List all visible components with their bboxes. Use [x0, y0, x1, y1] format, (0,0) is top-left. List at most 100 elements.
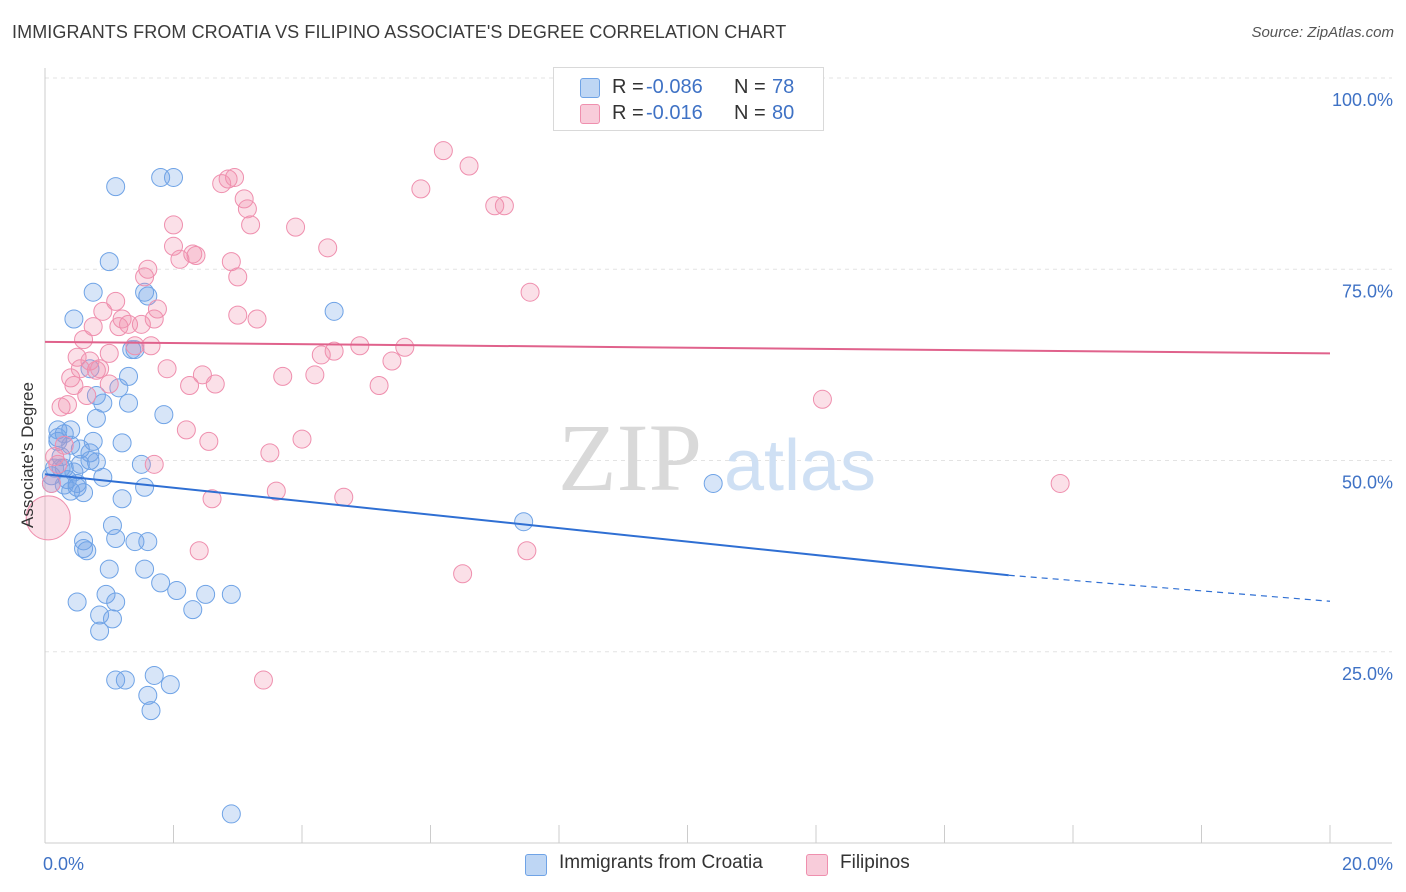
point-filipinos: [517, 541, 537, 561]
point-croatia: [93, 393, 113, 413]
point-filipinos: [494, 196, 514, 216]
point-filipinos: [485, 196, 505, 216]
point-filipinos: [334, 487, 354, 507]
point-filipinos: [186, 245, 206, 265]
watermark-atlas: atlas: [724, 426, 876, 506]
point-croatia: [83, 431, 103, 451]
point-filipinos: [170, 249, 190, 269]
chart-title: IMMIGRANTS FROM CROATIA VS FILIPINO ASSO…: [12, 22, 787, 42]
point-filipinos: [164, 215, 183, 235]
point-filipinos: [189, 541, 209, 561]
point-filipinos: [112, 309, 132, 329]
point-croatia: [83, 282, 103, 302]
point-croatia: [112, 433, 132, 453]
point-croatia: [154, 405, 174, 425]
point-croatia: [99, 559, 119, 579]
legend-swatch-croatia: [525, 854, 547, 876]
n-value: 78: [772, 76, 795, 98]
point-croatia: [67, 477, 87, 497]
point-filipinos: [292, 429, 312, 449]
axes: [44, 68, 1392, 844]
point-filipinos: [125, 336, 145, 356]
y-tick-label: 50.0%: [1342, 473, 1393, 493]
point-filipinos: [99, 374, 119, 394]
trend-line-filipinos: [44, 340, 1331, 355]
point-croatia: [138, 685, 158, 705]
points-layer: [25, 141, 1070, 824]
point-croatia: [80, 451, 100, 470]
point-filipinos: [205, 374, 225, 394]
y-tick-label: 25.0%: [1342, 664, 1393, 684]
point-croatia: [67, 592, 87, 612]
point-filipinos: [176, 420, 196, 440]
point-filipinos: [260, 443, 280, 463]
point-croatia: [112, 489, 132, 509]
point-filipinos: [228, 267, 248, 287]
point-filipinos: [99, 343, 119, 363]
r-value: -0.016: [646, 102, 703, 124]
point-croatia: [221, 584, 241, 604]
point-filipinos: [286, 217, 306, 237]
point-filipinos: [1050, 473, 1070, 493]
tick-labels: 25.0% 50.0% 75.0% 100.0% 0.0% 20.0%: [43, 90, 1393, 874]
y-tick-label: 75.0%: [1342, 281, 1393, 301]
point-filipinos: [199, 431, 219, 451]
point-croatia: [102, 609, 122, 629]
legend-row-filipinos: R = -0.016 N = 80: [554, 100, 823, 126]
point-croatia: [135, 282, 155, 302]
point-filipinos: [83, 317, 103, 337]
point-croatia: [138, 286, 158, 306]
point-filipinos: [90, 359, 110, 379]
point-filipinos: [41, 473, 61, 493]
point-croatia: [135, 559, 155, 579]
legend-swatch-filipinos: [580, 104, 600, 124]
x-tick-label: 20.0%: [1342, 854, 1393, 874]
point-croatia: [324, 301, 344, 321]
point-croatia: [80, 443, 100, 463]
point-croatia: [703, 473, 723, 493]
point-filipinos: [183, 244, 203, 264]
point-filipinos: [48, 454, 68, 474]
point-filipinos: [131, 314, 151, 334]
point-filipinos: [253, 670, 273, 690]
point-croatia: [151, 167, 171, 187]
point-croatia: [119, 366, 139, 386]
point-filipinos: [80, 351, 100, 371]
point-croatia: [77, 541, 97, 561]
point-croatia: [141, 701, 161, 721]
legend-row-croatia: R = -0.086 N = 78: [554, 74, 823, 100]
n-value: 80: [772, 102, 795, 124]
point-filipinos: [228, 305, 248, 325]
point-filipinos: [86, 360, 106, 380]
point-croatia: [138, 532, 158, 552]
point-filipinos: [311, 345, 331, 365]
point-filipinos: [395, 337, 415, 357]
point-filipinos: [25, 495, 71, 541]
point-filipinos: [812, 389, 832, 409]
trend-line-croatia-extension: [1008, 574, 1331, 602]
point-filipinos: [382, 351, 402, 371]
legend-swatch-filipinos: [806, 854, 828, 876]
point-filipinos: [147, 299, 167, 319]
point-croatia: [64, 309, 84, 329]
point-croatia: [45, 458, 65, 478]
point-filipinos: [106, 291, 126, 311]
legend-label-croatia: Immigrants from Croatia: [559, 852, 763, 873]
point-croatia: [196, 584, 216, 604]
n-label: N =: [734, 102, 766, 124]
point-croatia: [90, 605, 110, 625]
point-filipinos: [459, 156, 479, 176]
point-filipinos: [157, 359, 177, 379]
point-filipinos: [247, 309, 267, 329]
y-axis-label: Associate's Degree: [18, 382, 37, 528]
point-filipinos: [411, 179, 431, 199]
legend-swatch-croatia: [580, 78, 600, 98]
point-croatia: [93, 467, 113, 487]
point-croatia: [119, 393, 139, 413]
point-croatia: [151, 573, 171, 593]
point-croatia: [221, 804, 241, 824]
n-label: N =: [734, 76, 766, 98]
point-filipinos: [180, 376, 200, 396]
point-croatia: [106, 177, 126, 197]
